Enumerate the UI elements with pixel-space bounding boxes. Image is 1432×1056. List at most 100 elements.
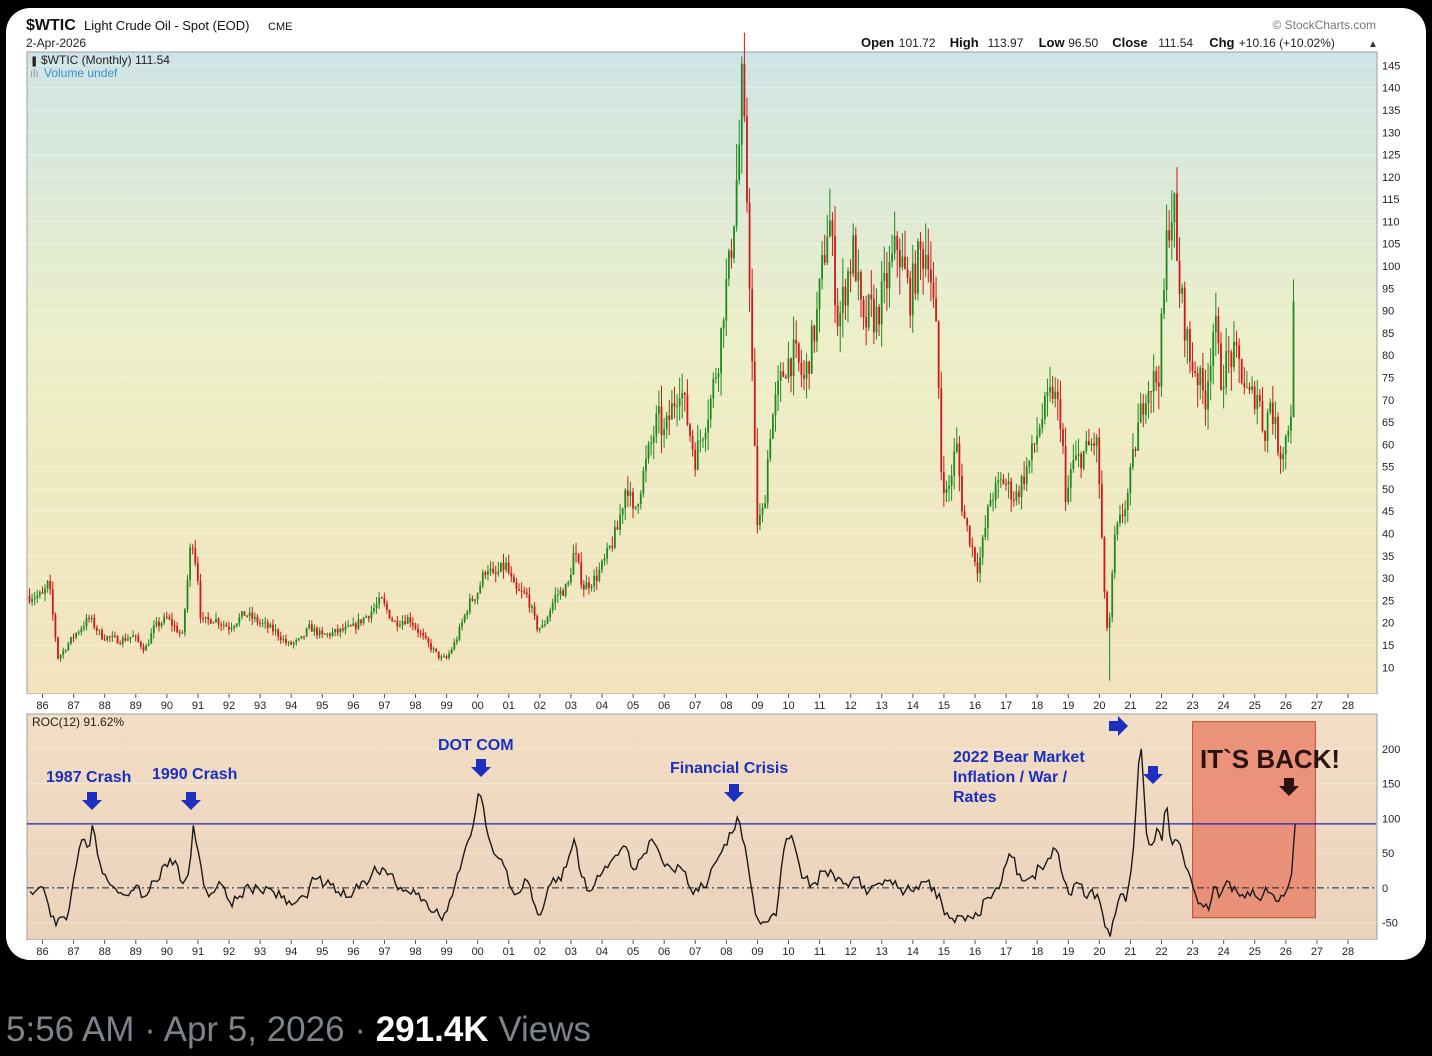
- candle-body: [183, 609, 186, 633]
- candle-body: [880, 281, 883, 325]
- candle-body: [878, 306, 880, 325]
- candle-body: [290, 642, 293, 645]
- candle-body: [1292, 301, 1295, 417]
- candle-body: [849, 271, 852, 274]
- candle-body: [1290, 416, 1292, 431]
- candle-body: [476, 593, 479, 600]
- candle-body: [67, 643, 70, 651]
- price-y-tick-label: 55: [1382, 462, 1394, 474]
- x-tick-label: 22: [1155, 946, 1167, 958]
- x-tick-label: 89: [130, 700, 142, 712]
- candle-body: [588, 582, 590, 588]
- price-y-tick-label: 105: [1382, 239, 1400, 251]
- candle-body: [585, 582, 588, 590]
- candle-body: [378, 597, 381, 605]
- candle-body: [1069, 469, 1072, 488]
- candle-body: [1277, 416, 1279, 453]
- candle-body: [108, 636, 111, 638]
- candle-body: [722, 320, 725, 329]
- candle-body: [75, 633, 78, 638]
- candle-body: [329, 633, 331, 636]
- candle-body: [147, 643, 150, 646]
- candle-body: [1157, 382, 1160, 387]
- candle-body: [1072, 459, 1075, 470]
- candle-body: [870, 294, 873, 300]
- candle-body: [906, 269, 909, 278]
- x-tick-label: 99: [440, 946, 452, 958]
- candle-body: [500, 562, 502, 572]
- x-tick-label: 94: [285, 700, 297, 712]
- candle-body: [665, 415, 668, 430]
- candle-body: [404, 621, 406, 624]
- candle-body: [261, 622, 264, 624]
- candle-body: [1056, 391, 1059, 400]
- candle-body: [637, 504, 640, 507]
- candle-body: [813, 325, 816, 342]
- candle-body: [487, 571, 489, 575]
- candle-body: [1121, 514, 1124, 517]
- candle-body: [336, 629, 339, 633]
- candle-body: [95, 627, 98, 631]
- candle-body: [432, 648, 435, 650]
- annotation-2022-line1: 2022 Bear Market: [953, 749, 1085, 766]
- roc-y-tick-label: 150: [1382, 779, 1400, 791]
- candle-body: [1144, 403, 1147, 415]
- candle-body: [1038, 427, 1041, 436]
- candle-body: [1010, 481, 1013, 500]
- candle-body: [362, 617, 365, 624]
- candle-body: [546, 617, 549, 624]
- candle-body: [590, 586, 593, 588]
- x-tick-label: 98: [409, 946, 421, 958]
- candle-body: [243, 611, 246, 616]
- candle-body: [373, 608, 375, 612]
- x-axis-strip: [27, 694, 1377, 714]
- candle-body: [471, 598, 474, 601]
- candle-body: [735, 180, 738, 227]
- candle-body: [1253, 386, 1256, 409]
- x-tick-label: 99: [440, 700, 452, 712]
- candle-body: [266, 622, 269, 628]
- candle-body: [1080, 453, 1083, 469]
- ohlc-label: Open: [861, 35, 894, 50]
- candle-body: [106, 636, 109, 640]
- candle-body: [676, 406, 678, 408]
- x-tick-label: 88: [99, 700, 111, 712]
- candle-body: [181, 632, 184, 634]
- candle-body: [165, 616, 168, 618]
- candle-body: [1266, 412, 1269, 441]
- candle-body: [352, 623, 355, 627]
- candle-body: [790, 358, 792, 377]
- candle-body: [771, 414, 774, 439]
- candle-body: [505, 562, 507, 570]
- candle-body: [782, 371, 785, 377]
- candle-body: [828, 220, 831, 237]
- candle-body: [1196, 372, 1199, 386]
- x-tick-label: 18: [1031, 946, 1043, 958]
- post-date[interactable]: Apr 5, 2026: [163, 1010, 345, 1049]
- candle-body: [1007, 481, 1010, 485]
- candle-body: [300, 636, 303, 639]
- candle-body: [655, 413, 658, 437]
- roc-series-line: [29, 748, 1296, 937]
- x-tick-label: 10: [782, 700, 794, 712]
- candle-body: [274, 629, 277, 632]
- candle-body: [777, 380, 779, 395]
- candle-body: [961, 475, 963, 512]
- arrow-down-icon: [1143, 766, 1163, 784]
- candle-body: [1269, 402, 1272, 413]
- candle-body: [986, 506, 989, 528]
- x-tick-label: 97: [378, 700, 390, 712]
- x-tick-label: 21: [1124, 700, 1136, 712]
- x-tick-label: 25: [1249, 946, 1261, 958]
- candle-body: [927, 254, 930, 270]
- x-tick-label: 10: [782, 946, 794, 958]
- candle-body: [510, 572, 513, 577]
- candle-body: [316, 627, 318, 636]
- candle-body: [968, 525, 971, 546]
- candle-body: [681, 392, 684, 399]
- price-y-axis: 10 15 20 25 30 35 40 45 50 55 60 65 70 75 80 85 90 95 100 1…: [1382, 60, 1400, 674]
- candle-body: [787, 358, 790, 379]
- price-y-tick-label: 120: [1382, 172, 1400, 184]
- candle-body: [155, 621, 158, 626]
- candle-body: [774, 394, 777, 415]
